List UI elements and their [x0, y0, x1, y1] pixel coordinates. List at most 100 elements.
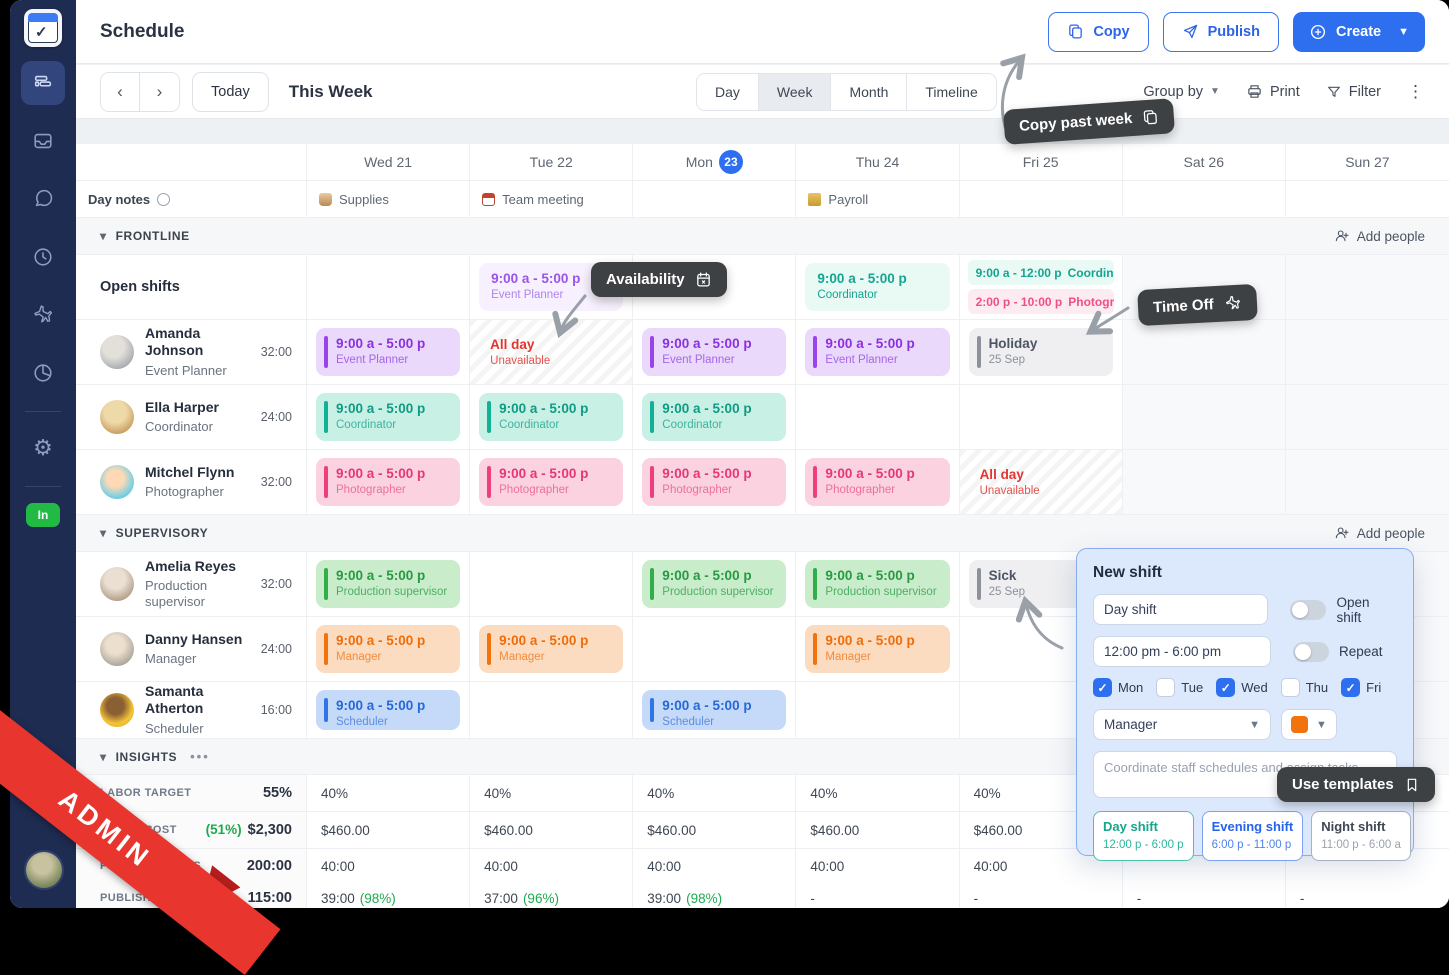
- open-shift-chip[interactable]: 9:00 a - 5:00 p Coordinator: [805, 263, 950, 311]
- open-shift-chip[interactable]: 9:00 a - 12:00 pCoordina...: [967, 260, 1114, 285]
- user-avatar[interactable]: [24, 850, 64, 890]
- shift-cell[interactable]: [1122, 385, 1286, 449]
- shift-cell[interactable]: [960, 385, 1123, 449]
- shift-chip[interactable]: 9:00 a - 5:00 p Photographer: [479, 458, 624, 506]
- template-evening-shift[interactable]: Evening shift 6:00 p - 11:00 p: [1201, 811, 1304, 861]
- shift-chip[interactable]: 9:00 a - 5:00 p Photographer: [316, 458, 461, 506]
- create-button[interactable]: Create ▼: [1292, 11, 1425, 52]
- shift-chip[interactable]: 9:00 a - 5:00 p Manager: [805, 625, 950, 673]
- more-options-button[interactable]: ⋮: [1407, 81, 1425, 101]
- open-shift-chip[interactable]: 2:00 p - 10:00 pPhotograph...: [967, 289, 1114, 314]
- time-off-chip[interactable]: Holiday 25 Sep: [968, 328, 1113, 376]
- sidebar-item-chat[interactable]: [21, 177, 65, 221]
- member-role: Manager: [145, 651, 197, 667]
- shift-cell[interactable]: [633, 255, 797, 319]
- view-tab-week[interactable]: Week: [758, 73, 832, 110]
- shift-cell[interactable]: [1285, 450, 1449, 514]
- sidebar-item-inbox[interactable]: [21, 119, 65, 163]
- shift-cell[interactable]: [470, 682, 634, 738]
- day-header-row: Wed 21 Tue 22 Mon 23 Thu 24 Fri 25 Sat 26…: [76, 144, 1449, 181]
- shift-cell[interactable]: [633, 617, 797, 681]
- shift-cell[interactable]: [1285, 255, 1449, 319]
- day-header[interactable]: Thu 24: [796, 144, 960, 180]
- weekday-checkbox-mon[interactable]: ✓: [1093, 678, 1112, 697]
- view-tab-timeline[interactable]: Timeline: [907, 73, 996, 110]
- day-note[interactable]: Payroll: [796, 181, 960, 217]
- shift-chip[interactable]: 9:00 a - 5:00 p Production supervisor: [642, 560, 787, 608]
- section-collapse-frontline[interactable]: ▾ FRONTLINE: [100, 229, 190, 243]
- day-header[interactable]: Tue 22: [470, 144, 634, 180]
- shift-chip[interactable]: 9:00 a - 5:00 p Scheduler: [316, 690, 461, 730]
- shift-chip[interactable]: 9:00 a - 5:00 p Manager: [316, 625, 461, 673]
- shift-cell[interactable]: [1285, 385, 1449, 449]
- insight-cell: 40%: [633, 775, 797, 811]
- copy-button[interactable]: Copy: [1048, 11, 1149, 52]
- sidebar-item-reports[interactable]: [21, 351, 65, 395]
- shift-chip[interactable]: 9:00 a - 5:00 p Event Planner: [316, 328, 461, 376]
- sidebar-item-schedule[interactable]: [21, 61, 65, 105]
- day-header[interactable]: Fri 25: [960, 144, 1123, 180]
- shift-chip[interactable]: 9:00 a - 5:00 p Event Planner: [805, 328, 950, 376]
- day-header[interactable]: Sun 27: [1345, 154, 1390, 170]
- add-people-button[interactable]: Add people: [1334, 228, 1425, 244]
- day-note-empty[interactable]: [960, 181, 1123, 217]
- shift-cell[interactable]: [1122, 320, 1286, 384]
- shift-chip[interactable]: 9:00 a - 5:00 p Coordinator: [642, 393, 787, 441]
- template-night-shift[interactable]: Night shift 11:00 p - 6:00 a: [1311, 811, 1411, 861]
- publish-button[interactable]: Publish: [1162, 11, 1279, 52]
- section-collapse-supervisory[interactable]: ▾ SUPERVISORY: [100, 526, 209, 540]
- shift-chip[interactable]: 9:00 a - 5:00 p Scheduler: [642, 690, 787, 730]
- weekday-checkbox-tue[interactable]: [1156, 678, 1176, 697]
- shift-chip[interactable]: 9:00 a - 5:00 p Coordinator: [479, 393, 624, 441]
- weekday-checkbox-thu[interactable]: [1280, 678, 1300, 697]
- print-button[interactable]: Print: [1246, 83, 1300, 100]
- shift-cell[interactable]: [1285, 320, 1449, 384]
- shift-chip[interactable]: 9:00 a - 5:00 p Production supervisor: [805, 560, 950, 608]
- repeat-toggle[interactable]: [1293, 641, 1329, 662]
- day-note[interactable]: Team meeting: [470, 181, 634, 217]
- sidebar-item-time-clock[interactable]: [21, 235, 65, 279]
- group-by-dropdown[interactable]: Group by ▼: [1143, 83, 1220, 100]
- prev-week-button[interactable]: ‹: [101, 72, 140, 111]
- shift-cell[interactable]: [796, 682, 960, 738]
- shift-cell[interactable]: [307, 255, 471, 319]
- today-button[interactable]: Today: [192, 71, 269, 112]
- day-header[interactable]: Sat 26: [1123, 144, 1286, 180]
- shift-chip[interactable]: 9:00 a - 5:00 p Manager: [479, 625, 624, 673]
- weekday-checkbox-wed[interactable]: ✓: [1216, 678, 1236, 697]
- shift-name-input[interactable]: Day shift: [1093, 594, 1269, 625]
- shift-cell[interactable]: [796, 385, 960, 449]
- shift-chip[interactable]: 9:00 a - 5:00 p Photographer: [805, 458, 950, 506]
- app-logo-icon[interactable]: ✓: [24, 9, 62, 47]
- filter-button[interactable]: Filter: [1326, 84, 1381, 100]
- unavailable-chip[interactable]: All day Unavailable: [959, 450, 1122, 514]
- day-note-empty[interactable]: [1123, 181, 1286, 217]
- shift-chip[interactable]: 9:00 a - 5:00 p Production supervisor: [316, 560, 461, 608]
- day-note-empty[interactable]: [633, 181, 797, 217]
- sidebar-item-settings[interactable]: ⚙: [21, 426, 65, 470]
- shift-chip[interactable]: 9:00 a - 5:00 p Coordinator: [316, 393, 461, 441]
- role-select[interactable]: Manager ▼: [1093, 709, 1271, 740]
- insights-more-icon[interactable]: •••: [190, 749, 210, 764]
- next-week-button[interactable]: ›: [140, 72, 179, 111]
- day-header[interactable]: Wed 21: [307, 144, 471, 180]
- shift-time-input[interactable]: 12:00 pm - 6:00 pm: [1093, 636, 1271, 667]
- color-select[interactable]: ▼: [1281, 709, 1337, 740]
- unavailable-chip[interactable]: All day Unavailable: [470, 320, 633, 384]
- view-tab-month[interactable]: Month: [831, 73, 908, 110]
- template-day-shift[interactable]: Day shift 12:00 p - 6:00 p: [1093, 811, 1194, 861]
- section-collapse-insights[interactable]: ▾ INSIGHTS •••: [100, 749, 210, 764]
- day-note-empty[interactable]: [1286, 181, 1449, 217]
- day-note[interactable]: Supplies: [307, 181, 471, 217]
- day-header-today[interactable]: Mon 23: [633, 144, 797, 180]
- shift-cell[interactable]: [1122, 450, 1286, 514]
- shift-chip[interactable]: 9:00 a - 5:00 p Photographer: [642, 458, 787, 506]
- open-shift-toggle[interactable]: [1290, 599, 1327, 620]
- shift-chip[interactable]: 9:00 a - 5:00 p Event Planner: [642, 328, 787, 376]
- sidebar-item-time-off[interactable]: [21, 293, 65, 337]
- add-people-button[interactable]: Add people: [1334, 525, 1425, 541]
- view-tab-day[interactable]: Day: [697, 73, 759, 110]
- shift-cell[interactable]: [470, 552, 634, 616]
- weekday-checkbox-fri[interactable]: ✓: [1341, 678, 1361, 697]
- clock-in-status-badge[interactable]: In: [25, 503, 61, 527]
